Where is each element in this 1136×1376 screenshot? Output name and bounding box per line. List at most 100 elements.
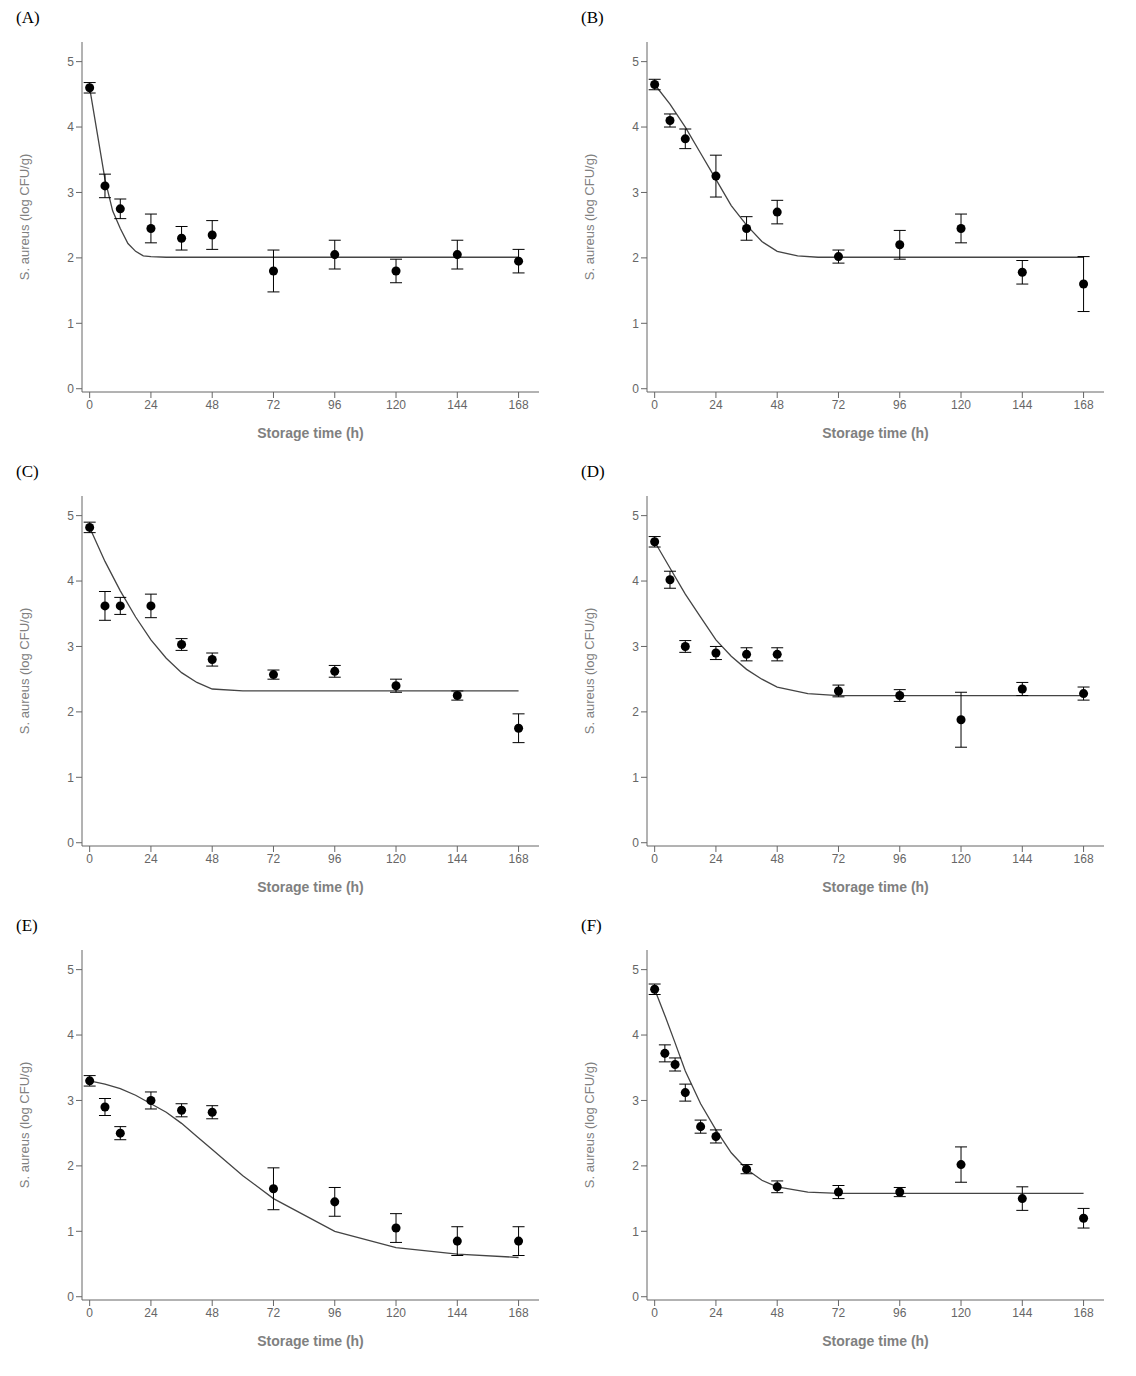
svg-text:24: 24 (709, 398, 723, 412)
svg-text:120: 120 (386, 398, 406, 412)
svg-text:5: 5 (632, 55, 639, 69)
html-text:(B): (B) (581, 8, 604, 27)
svg-text:48: 48 (206, 398, 220, 412)
svg-text:5: 5 (67, 509, 74, 523)
svg-text:144: 144 (1012, 1306, 1032, 1320)
svg-text:3: 3 (632, 186, 639, 200)
svg-text:96: 96 (893, 398, 907, 412)
html-text:(C): (C) (16, 462, 39, 481)
svg-text:168: 168 (1074, 398, 1094, 412)
svg-text:4: 4 (67, 120, 74, 134)
svg-text:48: 48 (771, 398, 785, 412)
svg-text:24: 24 (709, 852, 723, 866)
svg-text:2: 2 (632, 1159, 639, 1173)
svg-text:Storage time (h): Storage time (h) (822, 879, 929, 895)
svg-text:S. aureus (log CFU/g): S. aureus (log CFU/g) (582, 154, 597, 280)
svg-text:0: 0 (651, 398, 658, 412)
svg-text:72: 72 (267, 1306, 281, 1320)
svg-text:0: 0 (632, 1290, 639, 1304)
svg-text:144: 144 (1012, 852, 1032, 866)
svg-text:0: 0 (67, 1290, 74, 1304)
svg-text:0: 0 (632, 836, 639, 850)
svg-text:S. aureus (log CFU/g): S. aureus (log CFU/g) (582, 1062, 597, 1188)
svg-text:1: 1 (632, 771, 639, 785)
svg-text:3: 3 (67, 1094, 74, 1108)
svg-text:Storage time (h): Storage time (h) (257, 879, 364, 895)
svg-text:96: 96 (893, 1306, 907, 1320)
svg-text:4: 4 (67, 1028, 74, 1042)
svg-text:1: 1 (632, 1225, 639, 1239)
svg-text:S. aureus (log CFU/g): S. aureus (log CFU/g) (582, 608, 597, 734)
svg-text:0: 0 (67, 836, 74, 850)
html-text:(A): (A) (16, 8, 40, 27)
svg-text:0: 0 (86, 852, 93, 866)
svg-text:0: 0 (632, 382, 639, 396)
svg-text:168: 168 (509, 398, 529, 412)
svg-text:0: 0 (67, 382, 74, 396)
svg-text:24: 24 (144, 852, 158, 866)
svg-text:168: 168 (1074, 852, 1094, 866)
svg-text:24: 24 (144, 398, 158, 412)
svg-text:120: 120 (951, 398, 971, 412)
svg-text:168: 168 (509, 1306, 529, 1320)
svg-text:144: 144 (447, 398, 467, 412)
svg-text:48: 48 (206, 852, 220, 866)
svg-text:Storage time (h): Storage time (h) (257, 1333, 364, 1349)
svg-text:Storage time (h): Storage time (h) (257, 425, 364, 441)
svg-text:48: 48 (771, 852, 785, 866)
svg-text:72: 72 (832, 1306, 846, 1320)
svg-text:96: 96 (328, 1306, 342, 1320)
svg-text:2: 2 (67, 705, 74, 719)
svg-text:2: 2 (632, 251, 639, 265)
svg-text:S. aureus (log CFU/g): S. aureus (log CFU/g) (17, 1062, 32, 1188)
svg-text:1: 1 (67, 1225, 74, 1239)
svg-text:3: 3 (67, 640, 74, 654)
svg-text:S. aureus (log CFU/g): S. aureus (log CFU/g) (17, 608, 32, 734)
svg-text:4: 4 (67, 574, 74, 588)
svg-text:72: 72 (832, 398, 846, 412)
svg-text:72: 72 (267, 398, 281, 412)
svg-text:168: 168 (509, 852, 529, 866)
svg-text:5: 5 (632, 509, 639, 523)
svg-text:3: 3 (632, 640, 639, 654)
html-text:(D): (D) (581, 462, 605, 481)
svg-text:1: 1 (632, 317, 639, 331)
svg-text:48: 48 (771, 1306, 785, 1320)
svg-text:4: 4 (632, 574, 639, 588)
svg-text:72: 72 (267, 852, 281, 866)
svg-text:144: 144 (1012, 398, 1032, 412)
svg-text:5: 5 (67, 55, 74, 69)
svg-text:0: 0 (651, 852, 658, 866)
svg-text:0: 0 (86, 398, 93, 412)
svg-text:168: 168 (1074, 1306, 1094, 1320)
svg-text:0: 0 (86, 1306, 93, 1320)
svg-text:24: 24 (144, 1306, 158, 1320)
svg-text:5: 5 (632, 963, 639, 977)
svg-text:48: 48 (206, 1306, 220, 1320)
svg-text:120: 120 (951, 852, 971, 866)
svg-text:96: 96 (328, 398, 342, 412)
svg-text:5: 5 (67, 963, 74, 977)
svg-text:S. aureus (log CFU/g): S. aureus (log CFU/g) (17, 154, 32, 280)
svg-text:144: 144 (447, 852, 467, 866)
svg-text:1: 1 (67, 771, 74, 785)
svg-text:3: 3 (67, 186, 74, 200)
svg-text:72: 72 (832, 852, 846, 866)
svg-text:0: 0 (651, 1306, 658, 1320)
svg-text:4: 4 (632, 120, 639, 134)
svg-text:2: 2 (67, 1159, 74, 1173)
svg-text:96: 96 (893, 852, 907, 866)
svg-text:144: 144 (447, 1306, 467, 1320)
svg-text:2: 2 (632, 705, 639, 719)
svg-text:24: 24 (709, 1306, 723, 1320)
svg-text:1: 1 (67, 317, 74, 331)
svg-text:4: 4 (632, 1028, 639, 1042)
svg-text:120: 120 (386, 852, 406, 866)
svg-text:120: 120 (386, 1306, 406, 1320)
svg-text:96: 96 (328, 852, 342, 866)
svg-text:Storage time (h): Storage time (h) (822, 425, 929, 441)
svg-text:3: 3 (632, 1094, 639, 1108)
svg-text:2: 2 (67, 251, 74, 265)
svg-text:Storage time (h): Storage time (h) (822, 1333, 929, 1349)
svg-text:120: 120 (951, 1306, 971, 1320)
